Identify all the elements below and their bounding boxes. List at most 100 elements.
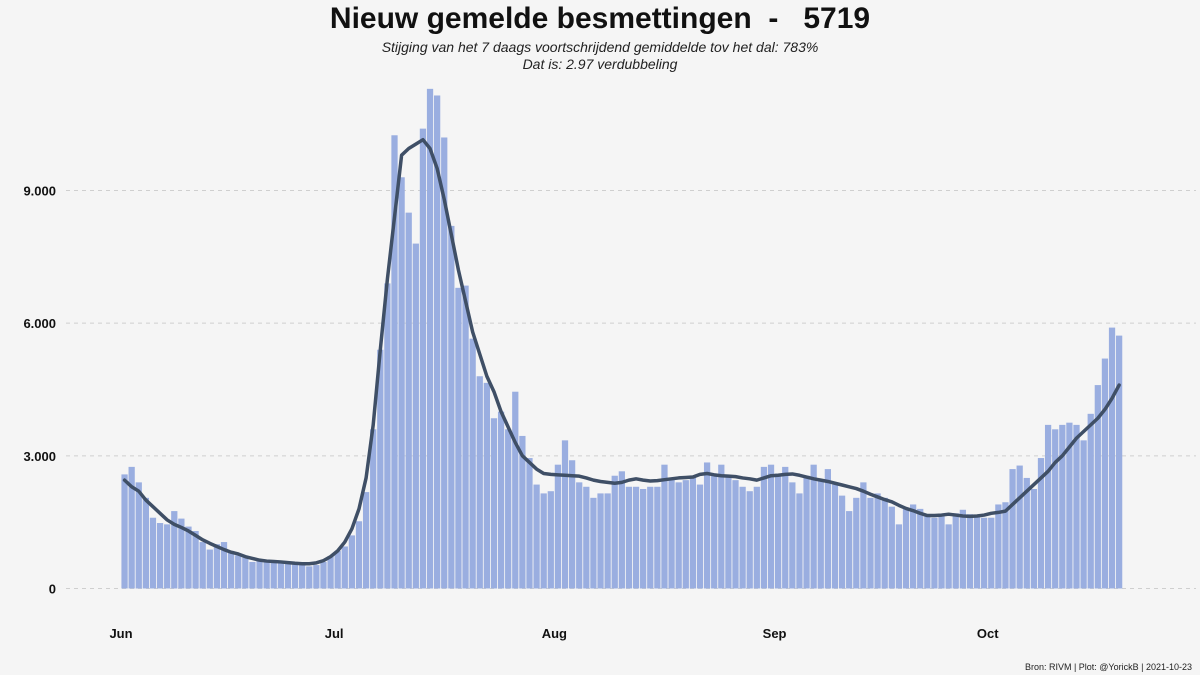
bar [284, 562, 292, 589]
bar [149, 517, 157, 589]
bar [682, 480, 689, 589]
y-axis-ticks: 0 3.000 6.000 9.000 [23, 184, 56, 597]
bar [803, 475, 810, 589]
bar [490, 418, 498, 589]
bar [846, 511, 853, 589]
bar [725, 475, 732, 589]
bar [235, 555, 242, 589]
bar [1087, 413, 1094, 589]
bar [675, 482, 682, 589]
bar [775, 473, 782, 589]
bar [938, 515, 945, 589]
bar [561, 440, 569, 589]
bar [199, 542, 206, 589]
x-tick-label: Aug [542, 626, 567, 641]
bar [391, 135, 398, 589]
bar [1052, 429, 1059, 589]
bar [519, 435, 526, 589]
bar [412, 243, 419, 589]
bar [831, 484, 839, 589]
bar [1101, 358, 1109, 589]
bar [874, 493, 881, 589]
bar [632, 486, 640, 589]
source-caption: Bron: RIVM | Plot: @YorickB | 2021-10-23 [1024, 662, 1192, 672]
bar [1009, 469, 1016, 589]
bar [334, 550, 341, 589]
bar [817, 480, 824, 589]
bar [668, 477, 675, 589]
bar [945, 524, 952, 589]
bar [313, 565, 320, 589]
bar [476, 376, 483, 589]
bar [888, 506, 895, 589]
bar [746, 491, 753, 589]
bar [277, 561, 284, 589]
bar [540, 493, 547, 589]
bar [711, 475, 718, 589]
bar [931, 517, 938, 589]
y-tick-label: 6.000 [23, 316, 56, 331]
bar [1116, 335, 1123, 589]
bar [1016, 465, 1023, 589]
bar [810, 464, 817, 589]
y-tick-label: 0 [49, 581, 56, 596]
bar [291, 564, 299, 589]
x-tick-label: Sep [763, 626, 787, 641]
bar [924, 515, 931, 589]
bar [554, 464, 562, 589]
bar [178, 518, 185, 589]
bar [640, 488, 647, 589]
bar [426, 88, 434, 589]
bar [909, 504, 917, 589]
bar [824, 469, 831, 589]
bar [1044, 424, 1052, 589]
bar [370, 429, 377, 589]
x-tick-label: Oct [977, 626, 999, 641]
bar [718, 464, 725, 589]
bar [590, 497, 597, 589]
bar [867, 497, 874, 589]
chart-subtitle-growth: Stijging van het 7 daags voortschrijdend… [381, 39, 819, 55]
x-tick-label: Jun [109, 626, 132, 641]
bar [462, 285, 469, 589]
bar [760, 466, 768, 589]
bar [256, 561, 263, 589]
y-tick-label: 3.000 [23, 449, 56, 464]
bar [362, 492, 370, 589]
bar [213, 544, 221, 589]
bar [1108, 327, 1116, 589]
bar [1094, 385, 1101, 589]
bar [917, 508, 924, 589]
chart-subtitle-doubling: Dat is: 2.97 verdubbeling [522, 56, 678, 72]
bar [789, 482, 796, 589]
bar [597, 493, 604, 589]
bar [547, 491, 554, 589]
bar [263, 559, 270, 589]
bar [860, 482, 867, 589]
bar [512, 391, 519, 589]
bar [419, 128, 427, 589]
bar [505, 429, 512, 589]
bar [355, 521, 363, 589]
bar [966, 514, 974, 589]
bar [384, 283, 391, 589]
bar [853, 497, 860, 589]
bar [533, 484, 540, 589]
bar [1023, 477, 1030, 589]
bar [959, 509, 966, 589]
bar [171, 511, 178, 589]
bar [1066, 422, 1073, 589]
bar [299, 563, 306, 589]
bar [320, 561, 327, 589]
bar [881, 497, 888, 589]
bar [128, 466, 135, 589]
bar [455, 287, 462, 589]
bar [185, 526, 192, 589]
bar [661, 464, 668, 589]
bar [1080, 440, 1087, 589]
bar [838, 495, 846, 589]
bar [796, 493, 803, 589]
bar [135, 482, 142, 589]
bar [732, 480, 739, 589]
